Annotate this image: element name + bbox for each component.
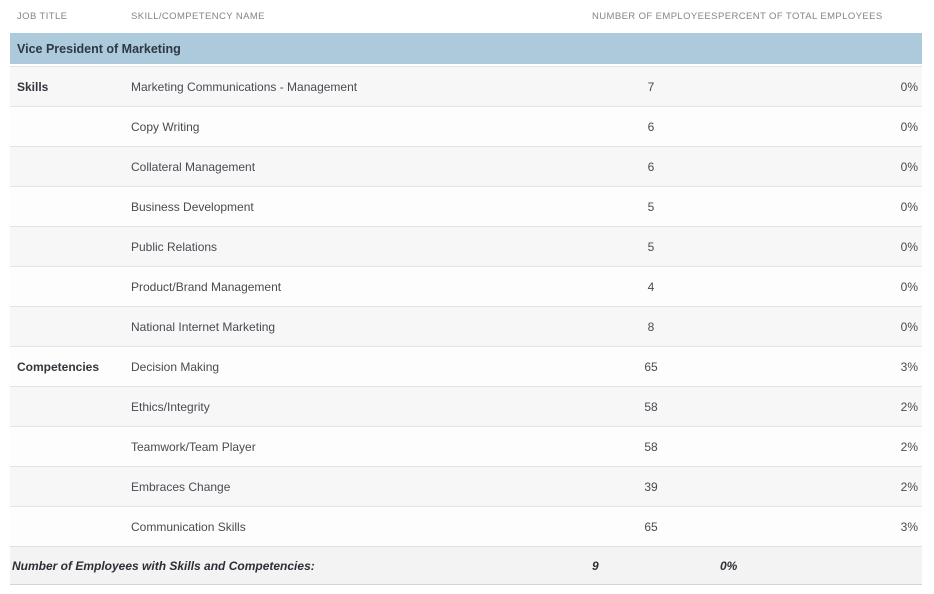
employee-count: 58: [644, 399, 658, 414]
skill-name: Collateral Management: [131, 159, 256, 174]
column-header-pct-employees: PERCENT OF TOTAL EMPLOYEES: [718, 11, 883, 22]
percent-value: 3%: [900, 519, 918, 534]
percent-value: 0%: [900, 159, 918, 174]
skill-name: Teamwork/Team Player: [131, 439, 256, 454]
employee-count: 7: [647, 79, 655, 94]
percent-value: 0%: [900, 79, 918, 94]
employee-count: 65: [644, 359, 658, 374]
summary-label: Number of Employees with Skills and Comp…: [12, 558, 315, 573]
table-row: Embraces Change 39 2%: [10, 466, 922, 506]
percent-value: 0%: [900, 319, 918, 334]
percent-value: 2%: [900, 399, 918, 414]
employee-count: 8: [647, 319, 655, 334]
skill-name: Decision Making: [131, 359, 220, 374]
summary-employee-count: 9: [592, 558, 599, 573]
table-row: Teamwork/Team Player 58 2%: [10, 426, 922, 466]
table-row: Copy Writing 6 0%: [10, 106, 922, 146]
table-row: National Internet Marketing 8 0%: [10, 306, 922, 346]
employee-count: 5: [647, 239, 655, 254]
column-header-skill-name: SKILL/COMPETENCY NAME: [131, 11, 265, 22]
group-header-title: Vice President of Marketing: [17, 41, 181, 56]
column-header-row: JOB TITLE SKILL/COMPETENCY NAME NUMBER O…: [10, 0, 922, 33]
table-row: Ethics/Integrity 58 2%: [10, 386, 922, 426]
skill-name: Communication Skills: [131, 519, 246, 534]
skill-name: Product/Brand Management: [131, 279, 282, 294]
section-label: Skills: [17, 79, 49, 94]
skill-name: Public Relations: [131, 239, 218, 254]
skill-name: National Internet Marketing: [131, 319, 276, 334]
employee-count: 4: [647, 279, 655, 294]
skill-name: Copy Writing: [131, 119, 200, 134]
percent-value: 0%: [900, 199, 918, 214]
percent-value: 0%: [900, 119, 918, 134]
table-row: Competencies Decision Making 65 3%: [10, 346, 922, 386]
percent-value: 0%: [900, 239, 918, 254]
skills-competencies-report: JOB TITLE SKILL/COMPETENCY NAME NUMBER O…: [10, 0, 922, 585]
table-row: Product/Brand Management 4 0%: [10, 266, 922, 306]
percent-value: 2%: [900, 439, 918, 454]
employee-count: 6: [647, 159, 655, 174]
table-row: Skills Marketing Communications - Manage…: [10, 66, 922, 106]
employee-count: 58: [644, 439, 658, 454]
table-row: Public Relations 5 0%: [10, 226, 922, 266]
employee-count: 39: [644, 479, 658, 494]
column-header-num-employees: NUMBER OF EMPLOYEES: [592, 11, 718, 22]
employee-count: 5: [647, 199, 655, 214]
skill-name: Business Development: [131, 199, 254, 214]
table-row: Business Development 5 0%: [10, 186, 922, 226]
skill-name: Ethics/Integrity: [131, 399, 210, 414]
table-row: Communication Skills 65 3%: [10, 506, 922, 546]
section-label: Competencies: [17, 359, 100, 374]
percent-value: 0%: [900, 279, 918, 294]
skill-name: Embraces Change: [131, 479, 231, 494]
percent-value: 2%: [900, 479, 918, 494]
summary-percent-value: 0%: [720, 558, 738, 573]
table-row: Collateral Management 6 0%: [10, 146, 922, 186]
percent-value: 3%: [900, 359, 918, 374]
column-header-job-title: JOB TITLE: [17, 11, 68, 22]
employee-count: 65: [644, 519, 658, 534]
group-header-row: Vice President of Marketing: [10, 33, 922, 66]
summary-row: Number of Employees with Skills and Comp…: [10, 546, 922, 585]
skill-name: Marketing Communications - Management: [131, 79, 358, 94]
employee-count: 6: [647, 119, 655, 134]
